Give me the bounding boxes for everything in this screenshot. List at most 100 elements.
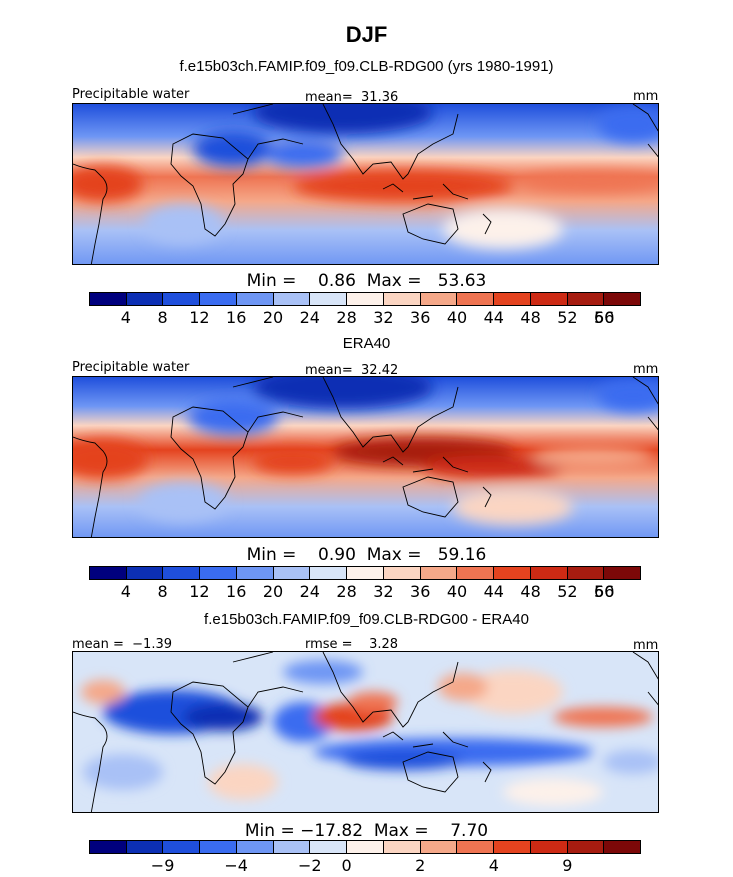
colorbar-tick-label: 4 xyxy=(120,308,131,327)
colorbar-tick-label: 32 xyxy=(373,582,394,601)
colorbar-tick-label: −4 xyxy=(224,856,248,875)
panel-2-mean-label: mean= 32.42 xyxy=(305,363,399,378)
panel-1-variable-label: Precipitable water xyxy=(72,87,190,102)
colorbar-segment xyxy=(604,567,641,579)
colorbar-segment xyxy=(457,293,495,305)
colorbar-segment xyxy=(457,841,495,853)
colorbar-tick-label: 20 xyxy=(262,308,284,327)
colorbar-segment xyxy=(347,293,384,305)
colorbar-segment xyxy=(236,293,274,305)
colorbar-segment xyxy=(420,293,458,305)
colorbar-segment xyxy=(90,841,127,853)
figure-title: DJF xyxy=(345,22,388,47)
colorbar-segment xyxy=(567,841,605,853)
colorbar-tick-label: 36 xyxy=(410,308,431,327)
panel-2-map xyxy=(72,376,659,538)
colorbar-tick-label: 9 xyxy=(562,856,573,875)
colorbar-tick-label: 40 xyxy=(446,308,468,327)
colorbar-tick-label: 48 xyxy=(520,308,541,327)
colorbar-segment xyxy=(273,293,311,305)
colorbar-segment xyxy=(494,841,531,853)
colorbar-segment xyxy=(236,567,274,579)
colorbar-segment xyxy=(273,567,311,579)
colorbar-tick-label: 0 xyxy=(341,856,352,875)
colorbar-segment xyxy=(530,293,568,305)
colorbar-segment xyxy=(126,567,164,579)
panel-3-colorbar xyxy=(89,840,641,854)
panel-3-map xyxy=(72,651,659,813)
colorbar-segment xyxy=(126,841,164,853)
panel-2-minmax: Min = 0.90 Max = 59.16 xyxy=(246,545,487,565)
colorbar-segment xyxy=(310,841,348,853)
colorbar-segment xyxy=(420,567,458,579)
colorbar-tick-label: 32 xyxy=(373,308,394,327)
panel-1-minmax: Min = 0.86 Max = 53.63 xyxy=(246,271,487,291)
panel-1-title: f.e15b03ch.FAMIP.f09_f09.CLB-RDG00 (yrs … xyxy=(179,58,554,75)
colorbar-tick-label: 60 xyxy=(594,582,615,601)
colorbar-segment xyxy=(90,567,127,579)
panel-3-mean-label: mean = −1.39 xyxy=(72,637,172,652)
panel-2-field xyxy=(73,377,658,537)
colorbar-tick-label: 40 xyxy=(446,582,468,601)
colorbar-segment xyxy=(200,841,237,853)
panel-3-field xyxy=(73,652,658,812)
panel-2-title: ERA40 xyxy=(342,335,391,352)
colorbar-segment xyxy=(604,293,641,305)
panel-2-variable-label: Precipitable water xyxy=(72,360,190,375)
colorbar-segment xyxy=(163,567,201,579)
colorbar-tick-label: 28 xyxy=(336,308,357,327)
colorbar-tick-label: 2 xyxy=(415,856,426,875)
colorbar-segment xyxy=(604,841,641,853)
colorbar-tick-label: 44 xyxy=(483,582,504,601)
colorbar-tick-label: 24 xyxy=(299,582,320,601)
colorbar-tick-label: −2 xyxy=(298,856,322,875)
colorbar-tick-label: 52 xyxy=(557,582,578,601)
colorbar-segment xyxy=(383,567,421,579)
colorbar-segment xyxy=(457,567,495,579)
colorbar-segment xyxy=(420,841,458,853)
colorbar-segment xyxy=(273,841,311,853)
colorbar-segment xyxy=(126,293,164,305)
colorbar-tick-label: 56 xyxy=(594,308,615,327)
panel-1-colorbar xyxy=(89,292,641,306)
panel-2-units-label: mm xyxy=(633,362,659,377)
colorbar-tick-label: 36 xyxy=(410,582,431,601)
colorbar-tick-label: 4 xyxy=(488,856,499,875)
colorbar-tick-label: 56 xyxy=(594,582,615,601)
colorbar-tick-label: 16 xyxy=(226,308,247,327)
colorbar-segment xyxy=(90,293,127,305)
panel-3-units-label: mm xyxy=(633,638,659,653)
colorbar-segment xyxy=(567,567,605,579)
panel-1-map xyxy=(72,103,659,265)
colorbar-tick-label: 4 xyxy=(120,582,131,601)
colorbar-segment xyxy=(383,293,421,305)
colorbar-segment xyxy=(494,567,531,579)
colorbar-tick-label: 8 xyxy=(157,582,168,601)
colorbar-tick-label: 48 xyxy=(520,582,541,601)
colorbar-segment xyxy=(530,841,568,853)
colorbar-segment xyxy=(347,567,384,579)
colorbar-tick-label: −9 xyxy=(150,856,175,875)
colorbar-segment xyxy=(567,293,605,305)
colorbar-tick-label: 12 xyxy=(189,308,210,327)
colorbar-segment xyxy=(163,841,201,853)
colorbar-tick-label: 16 xyxy=(226,582,247,601)
panel-3-minmax: Min = −17.82 Max = 7.70 xyxy=(244,821,489,841)
colorbar-tick-label: 12 xyxy=(189,582,210,601)
colorbar-segment xyxy=(494,293,531,305)
colorbar-segment xyxy=(200,293,237,305)
colorbar-tick-label: 60 xyxy=(594,308,615,327)
colorbar-segment xyxy=(530,567,568,579)
panel-3-rmse-label: rmse = 3.28 xyxy=(305,637,399,652)
colorbar-tick-label: 52 xyxy=(557,308,578,327)
panel-1-mean-label: mean= 31.36 xyxy=(305,90,399,105)
panel-1-units-label: mm xyxy=(633,89,659,104)
colorbar-tick-label: 24 xyxy=(299,308,320,327)
colorbar-segment xyxy=(200,567,237,579)
colorbar-segment xyxy=(383,841,421,853)
panel-2-colorbar xyxy=(89,566,641,580)
colorbar-tick-label: 28 xyxy=(336,582,357,601)
colorbar-segment xyxy=(310,293,348,305)
colorbar-tick-label: 20 xyxy=(262,582,284,601)
colorbar-segment xyxy=(347,841,384,853)
